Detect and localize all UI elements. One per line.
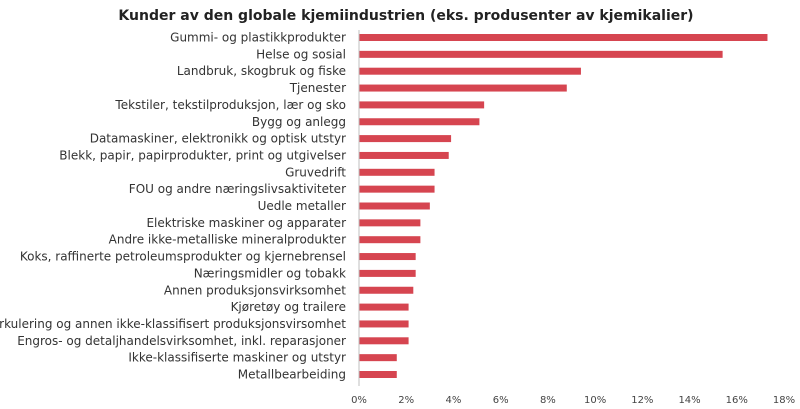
bar: [359, 371, 397, 378]
bar: [359, 337, 409, 345]
bar: [359, 320, 409, 328]
category-label: Uedle metaller: [258, 199, 346, 213]
category-label: Koks, raffinerte petroleumsprodukter og …: [20, 250, 346, 264]
bar: [359, 135, 452, 143]
category-label: Kjøretøy og trailere: [231, 300, 346, 314]
category-label: Gummi- og plastikkprodukter: [170, 31, 346, 45]
x-tick-label: 0%: [351, 395, 367, 406]
bar: [359, 151, 449, 159]
category-label: Annen produksjonsvirksomhet: [164, 283, 346, 297]
category-label: Elektriske maskiner og apparater: [146, 216, 346, 230]
category-label: Resirkulering og annen ikke-klassifisert…: [0, 317, 346, 331]
bar: [359, 84, 567, 92]
bar: [359, 67, 581, 75]
category-label: Engros- og detaljhandelsvirksomhet, inkl…: [17, 334, 346, 348]
category-label: Blekk, papir, papirprodukter, print og u…: [59, 148, 346, 162]
bar: [359, 219, 421, 227]
x-tick-label: 12%: [631, 395, 653, 406]
chart-title: Kunder av den globale kjemiindustrien (e…: [118, 8, 693, 24]
bars: [359, 34, 768, 378]
x-tick-label: 10%: [584, 395, 606, 406]
bar: [359, 168, 435, 176]
category-label: Ikke-klassifiserte maskiner og utstyr: [128, 351, 346, 365]
x-tick-label: 6%: [493, 395, 509, 406]
category-label: Næringsmidler og tobakk: [194, 266, 346, 280]
category-label: Andre ikke-metalliske mineralprodukter: [109, 233, 346, 247]
category-label: Metallbearbeiding: [238, 368, 346, 382]
bar: [359, 50, 723, 58]
category-label: Tekstiler, tekstilproduksjon, lær og sko: [114, 98, 346, 112]
category-labels: Gummi- og plastikkprodukter Helse og sosi…: [0, 31, 346, 382]
category-label: Bygg og anlegg: [252, 115, 346, 129]
bar: [359, 236, 421, 244]
x-axis-ticks: 0% 2% 4% 6% 8% 10% 12% 14% 16% 18%: [351, 395, 795, 406]
bar: [359, 202, 430, 210]
category-label: Landbruk, skogbruk og fiske: [177, 64, 346, 78]
x-tick-label: 4%: [446, 395, 462, 406]
bar: [359, 34, 768, 41]
bar: [359, 354, 397, 362]
x-tick-label: 16%: [726, 395, 748, 406]
category-label: FOU og andre næringslivsaktiviteter: [129, 182, 346, 196]
bar: [359, 185, 435, 193]
x-tick-label: 2%: [398, 395, 414, 406]
category-label: Helse og sosial: [256, 47, 346, 61]
bar: [359, 269, 416, 277]
x-tick-label: 18%: [773, 395, 795, 406]
bar: [359, 253, 416, 261]
x-tick-label: 14%: [678, 395, 700, 406]
bar: [359, 286, 414, 294]
bar: [359, 303, 409, 311]
bar: [359, 101, 485, 109]
category-label: Tjenester: [289, 81, 346, 95]
x-tick-label: 8%: [540, 395, 556, 406]
bar: [359, 118, 480, 126]
category-label: Datamaskiner, elektronikk og optisk utst…: [90, 132, 346, 146]
category-label: Gruvedrift: [285, 165, 346, 179]
